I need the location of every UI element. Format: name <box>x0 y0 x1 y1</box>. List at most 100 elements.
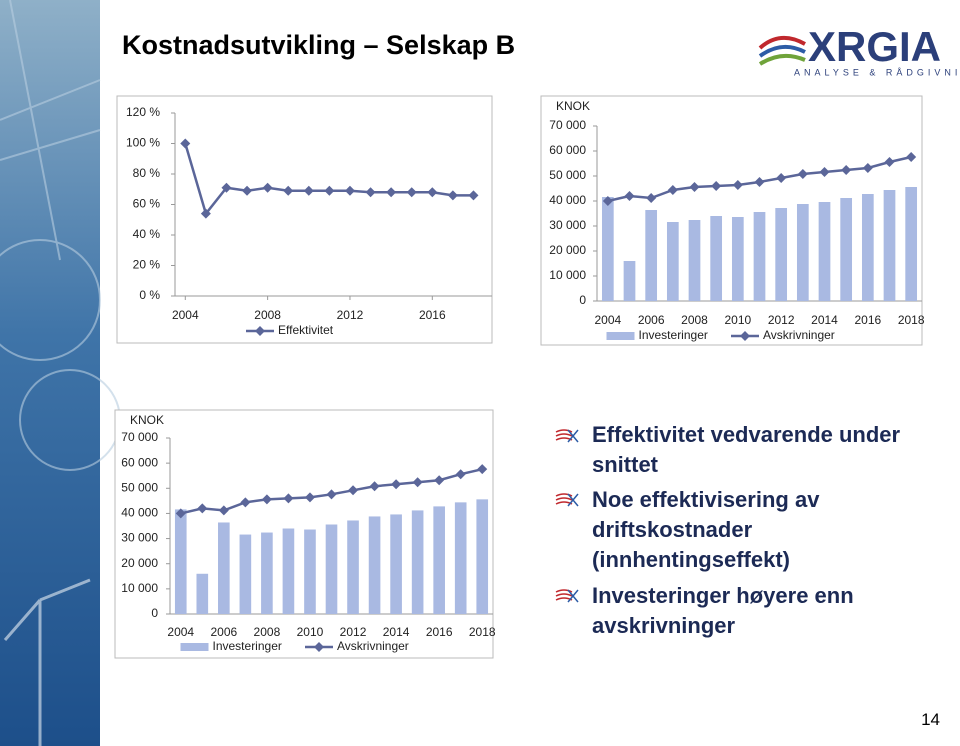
bar <box>645 210 658 301</box>
marker <box>391 479 402 490</box>
marker <box>326 489 337 500</box>
marker <box>862 163 873 173</box>
y-tick-label: 60 000 <box>549 143 586 157</box>
bullet: Noe effektivisering av driftskostnader (… <box>592 487 820 572</box>
marker <box>906 152 917 162</box>
bar <box>623 261 636 301</box>
bar <box>347 520 359 614</box>
bar <box>731 217 744 301</box>
y-tick-label: 100 % <box>126 136 160 150</box>
marker <box>624 191 635 201</box>
marker <box>242 185 253 196</box>
marker <box>324 185 335 196</box>
marker <box>221 182 232 193</box>
x-tick-label: 2006 <box>638 313 665 327</box>
marker <box>406 187 417 198</box>
marker <box>468 190 479 201</box>
y-tick-label: 80 % <box>133 166 161 180</box>
marker <box>602 196 613 206</box>
marker <box>386 187 397 198</box>
x-tick-label: 2008 <box>254 625 281 639</box>
marker <box>344 185 355 196</box>
side-photo <box>0 0 100 746</box>
x-tick-label: 2014 <box>811 313 838 327</box>
x-tick-label: 2008 <box>254 308 281 322</box>
bar <box>411 510 424 614</box>
legend-label: Investeringer <box>639 328 708 342</box>
bar <box>304 529 316 614</box>
logo-swoosh <box>758 36 806 66</box>
bar <box>796 204 809 301</box>
marker <box>427 187 438 198</box>
x-tick-label: 2012 <box>768 313 795 327</box>
x-tick-label: 2004 <box>167 625 194 639</box>
page-number: 14 <box>921 710 940 729</box>
x-tick-label: 2008 <box>681 313 708 327</box>
x-tick-label: 2004 <box>172 308 199 322</box>
marker <box>412 477 423 488</box>
bar <box>282 528 295 614</box>
marker <box>303 185 314 196</box>
marker <box>180 138 191 149</box>
y-tick-label: 0 <box>579 293 586 307</box>
y-tick-label: 50 000 <box>121 480 158 494</box>
x-tick-label: 2016 <box>854 313 881 327</box>
y-tick-label: 120 % <box>126 105 160 119</box>
bar <box>666 222 679 301</box>
marker <box>797 169 808 179</box>
marker <box>884 157 895 167</box>
marker <box>348 485 359 496</box>
marker <box>776 173 787 183</box>
bar <box>325 524 338 614</box>
bar <box>239 534 252 614</box>
y-tick-label: 10 000 <box>121 581 158 595</box>
x-tick-label: 2018 <box>898 313 925 327</box>
bar <box>688 220 701 301</box>
x-tick-label: 2014 <box>383 625 410 639</box>
y-tick-label: 10 000 <box>549 268 586 282</box>
marker <box>200 208 211 219</box>
bar <box>710 216 723 301</box>
bar <box>174 509 187 614</box>
marker <box>304 492 315 503</box>
marker <box>447 190 458 201</box>
y-tick-label: 20 % <box>133 258 161 272</box>
y-tick-label: 70 000 <box>121 430 158 444</box>
bar <box>775 208 788 301</box>
bullet: Effektivitet vedvarende under snittet <box>592 422 901 477</box>
marker <box>369 481 380 492</box>
bar <box>861 194 874 301</box>
bar <box>840 198 853 301</box>
bar <box>218 522 230 614</box>
marker <box>455 469 466 480</box>
y-tick-label: 40 % <box>133 227 161 241</box>
marker <box>261 494 272 505</box>
marker <box>240 497 251 508</box>
marker <box>175 508 186 519</box>
marker <box>283 493 294 504</box>
y-tick-label: 0 <box>151 606 158 620</box>
x-tick-label: 2016 <box>426 625 453 639</box>
marker <box>434 475 445 486</box>
bar <box>883 190 896 301</box>
marker <box>689 182 700 192</box>
logo-text: XRGIA <box>808 23 941 70</box>
marker <box>841 165 852 175</box>
x-tick-label: 2010 <box>724 313 751 327</box>
bar <box>261 532 273 614</box>
marker <box>218 505 229 516</box>
slide-title: Kostnadsutvikling – Selskap B <box>122 30 516 60</box>
y-tick-label: 30 000 <box>549 218 586 232</box>
y-tick-label: 60 % <box>133 197 161 211</box>
x-tick-label: 2012 <box>337 308 364 322</box>
logo-tagline: ANALYSE & RÅDGIVNING <box>794 67 960 77</box>
x-tick-label: 2006 <box>210 625 237 639</box>
marker <box>667 185 678 195</box>
y-axis-unit: KNOK <box>556 99 590 113</box>
bar <box>818 202 831 301</box>
legend-swatch <box>740 331 750 341</box>
legend-swatch <box>606 332 635 340</box>
bar <box>905 187 918 301</box>
bar <box>454 502 467 614</box>
